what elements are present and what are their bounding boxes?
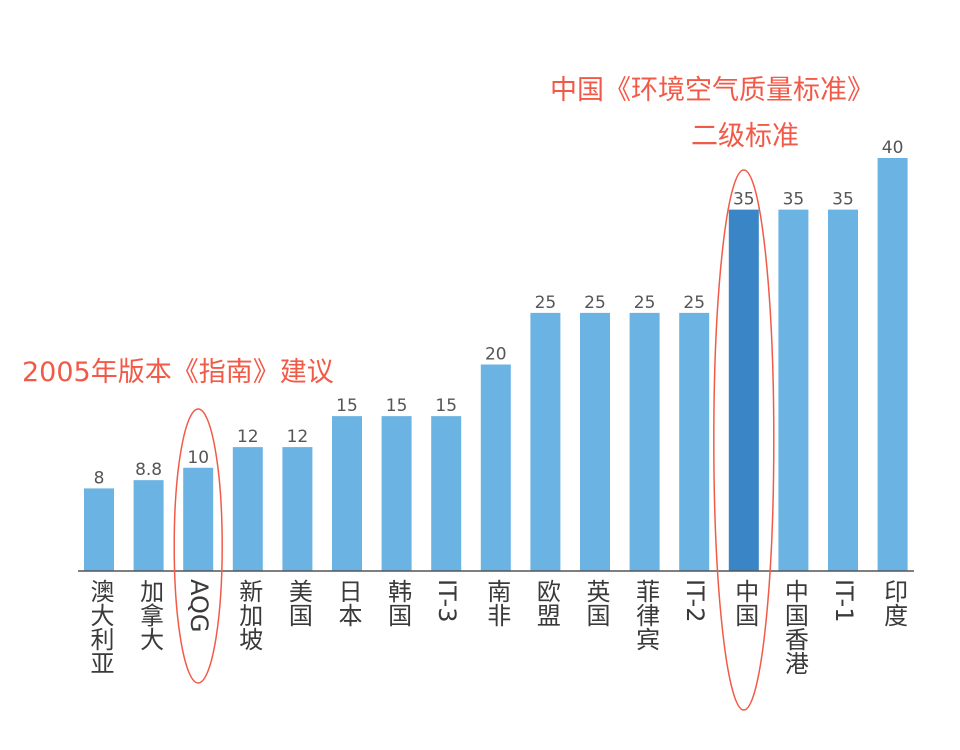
category-label-13: 中国 — [731, 579, 759, 627]
category-label-12: IT-2 — [681, 579, 709, 622]
highlight-ellipse-2 — [173, 408, 223, 684]
bar-9 — [530, 312, 561, 571]
value-label-9: 25 — [535, 293, 557, 313]
category-label-4: 美国 — [284, 579, 312, 627]
annotation-aqg: 2005年版本《指南》建议 — [22, 357, 334, 388]
category-label-7: IT-3 — [433, 579, 461, 622]
category-label-5: 日本 — [334, 579, 362, 627]
bar-10 — [580, 312, 610, 571]
value-label-0: 8 — [94, 468, 105, 488]
bars-group — [84, 158, 908, 571]
highlight-ellipse-13 — [713, 169, 775, 711]
bar-14 — [778, 209, 809, 571]
value-label-2: 10 — [187, 448, 209, 468]
category-label-9: 欧盟 — [532, 579, 560, 627]
bar-13 — [728, 209, 759, 571]
bar-15 — [828, 209, 858, 571]
bar-7 — [431, 416, 462, 571]
bar-4 — [282, 447, 313, 571]
value-labels-group: 8 8.8 10 12 12 15 15 15 20 25 25 25 25 35 35 35 40 — [94, 138, 904, 488]
value-label-3: 12 — [237, 427, 259, 447]
category-labels-group: 澳大利亚 加拿大 AQG 新加坡 美国 日本 韩国 IT-3 南非 欧盟 英国 菲律宾 IT-2 中国 中国… — [86, 579, 908, 675]
bar-2 — [183, 467, 214, 571]
value-label-8: 20 — [485, 345, 507, 365]
value-label-13: 35 — [733, 190, 755, 210]
value-label-6: 15 — [386, 396, 408, 416]
bar-0 — [84, 488, 114, 571]
value-label-5: 15 — [336, 396, 358, 416]
category-label-1: 加拿大 — [136, 579, 164, 651]
bar-11 — [629, 312, 660, 571]
value-label-11: 25 — [634, 293, 656, 313]
bar-5 — [332, 416, 362, 571]
bar-8 — [480, 364, 511, 571]
value-label-7: 15 — [435, 396, 457, 416]
bar-3 — [232, 447, 263, 571]
category-label-11: 菲律宾 — [632, 579, 660, 651]
value-label-1: 8.8 — [135, 460, 162, 480]
highlight-ellipses-group — [173, 169, 775, 711]
category-label-0: 澳大利亚 — [86, 579, 114, 675]
bar-1 — [133, 480, 164, 571]
category-label-14: 中国香港 — [780, 579, 808, 675]
value-label-12: 25 — [683, 293, 705, 313]
bar-6 — [381, 416, 412, 571]
category-label-3: 新加坡 — [235, 579, 263, 651]
bar-16 — [877, 158, 908, 571]
annotation-china-line-2: 二级标准 — [691, 121, 799, 152]
category-label-10: 英国 — [582, 579, 610, 627]
category-label-8: 南非 — [483, 579, 511, 627]
value-label-16: 40 — [882, 138, 904, 158]
category-label-2: AQG — [185, 579, 213, 632]
value-label-4: 12 — [287, 427, 309, 447]
category-label-6: 韩国 — [384, 579, 412, 627]
value-label-10: 25 — [584, 293, 606, 313]
value-label-14: 35 — [783, 190, 805, 210]
annotation-china-line-1: 中国《环境空气质量标准》 — [550, 75, 874, 106]
value-label-15: 35 — [832, 190, 854, 210]
bar-12 — [679, 312, 710, 571]
category-label-15: IT-1 — [830, 579, 858, 622]
category-label-16: 印度 — [880, 579, 908, 627]
